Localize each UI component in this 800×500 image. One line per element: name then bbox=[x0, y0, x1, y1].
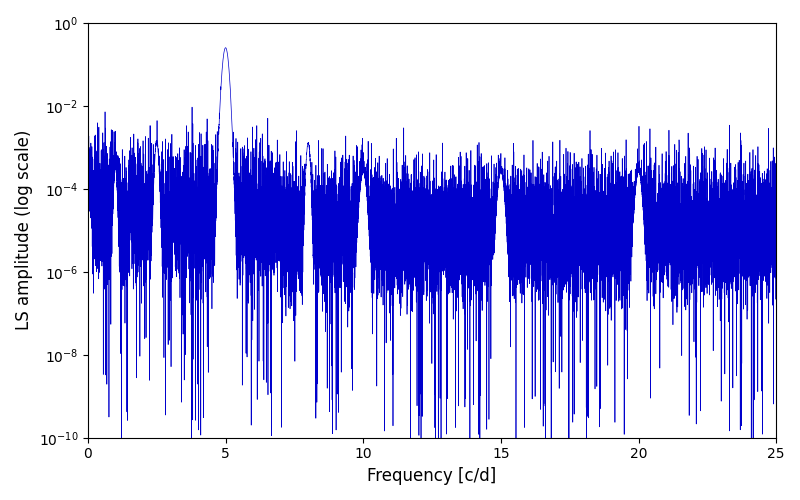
X-axis label: Frequency [c/d]: Frequency [c/d] bbox=[367, 467, 497, 485]
Y-axis label: LS amplitude (log scale): LS amplitude (log scale) bbox=[15, 130, 33, 330]
